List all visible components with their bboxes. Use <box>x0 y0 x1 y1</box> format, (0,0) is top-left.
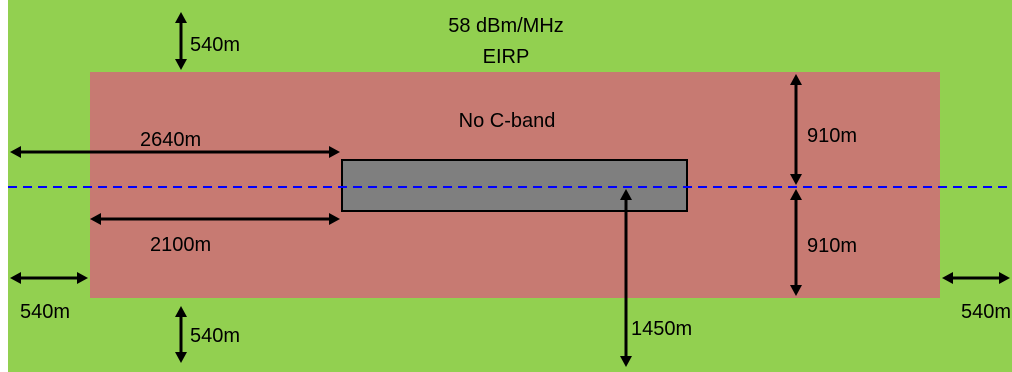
inner-extent-label: 2100m <box>150 234 211 256</box>
upper-half-width-arrow-head <box>790 74 802 85</box>
eirp-label-line1: 58 dBm/MHz <box>448 15 564 37</box>
runway-offset-arrow-head <box>620 189 632 200</box>
lower-half-width-label: 910m <box>807 235 857 257</box>
left-buffer-arrow-head <box>77 272 88 284</box>
bottom-buffer-label: 540m <box>190 325 240 347</box>
upper-half-width-arrow-head <box>790 174 802 185</box>
no-c-band-label: No C-band <box>459 110 556 132</box>
runway-offset-arrow-head <box>620 356 632 367</box>
top-buffer-arrow-head <box>175 12 187 23</box>
right-buffer-arrow-head <box>942 272 953 284</box>
dimension-arrows <box>10 12 1010 367</box>
bottom-buffer-arrow-head <box>175 306 187 317</box>
outer-extent-arrow-head <box>10 146 21 158</box>
inner-extent-arrow-head <box>329 213 340 225</box>
lower-half-width-arrow-head <box>790 189 802 200</box>
upper-half-width-label: 910m <box>807 125 857 147</box>
right-buffer-arrow-head <box>999 272 1010 284</box>
outer-extent-label: 2640m <box>140 129 201 151</box>
runway <box>341 159 688 212</box>
left-buffer-label: 540m <box>20 301 70 323</box>
runway-offset-label: 1450m <box>631 318 692 340</box>
inner-extent-arrow-head <box>90 213 101 225</box>
top-buffer-label: 540m <box>190 34 240 56</box>
right-buffer-label: 540m <box>961 301 1011 323</box>
bottom-buffer-arrow-head <box>175 352 187 363</box>
outer-extent-arrow-head <box>329 146 340 158</box>
lower-half-width-arrow-head <box>790 285 802 296</box>
top-buffer-arrow-head <box>175 59 187 70</box>
left-buffer-arrow-head <box>10 272 21 284</box>
eirp-label-line2: EIRP <box>483 46 530 68</box>
